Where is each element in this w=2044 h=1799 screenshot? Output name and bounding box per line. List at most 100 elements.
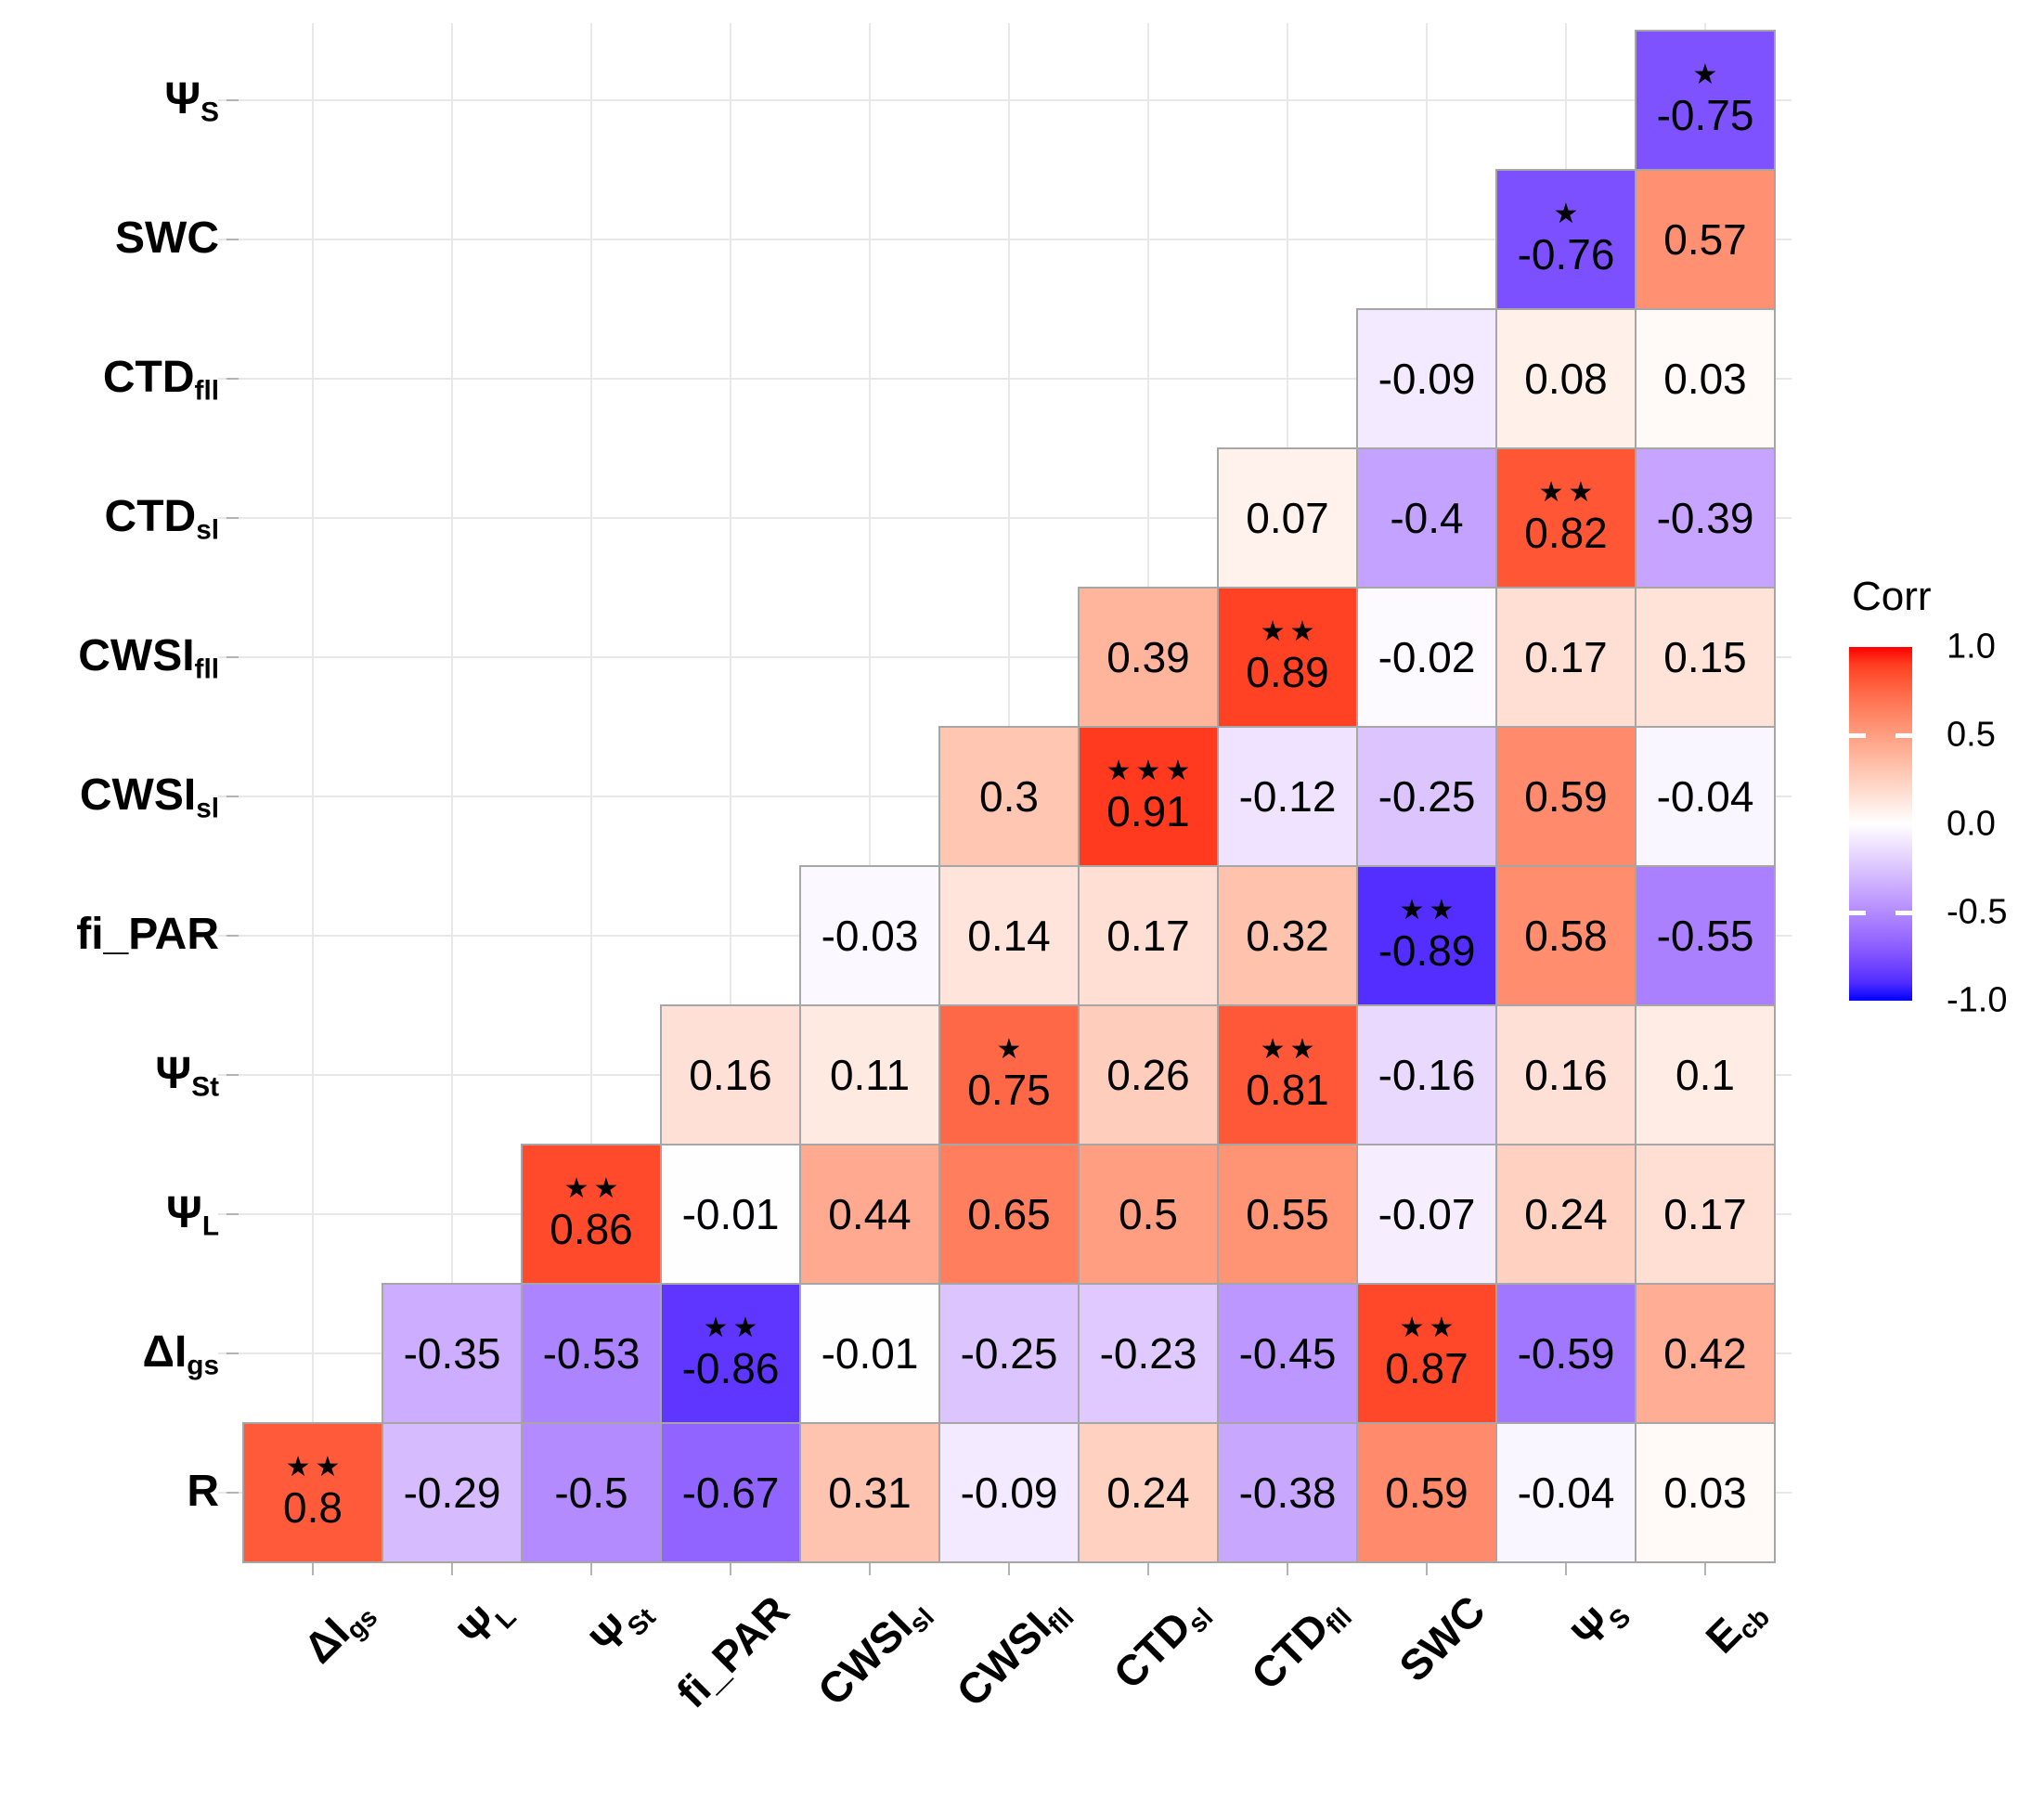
matrix-cell: -0.04 [1495, 1422, 1636, 1563]
matrix-cell: -0.25 [938, 1283, 1080, 1424]
cell-value: 0.03 [1663, 1469, 1747, 1517]
y-axis-tick [226, 99, 239, 101]
x-axis-tick [869, 1563, 871, 1575]
row-label-CWSIsl: CWSIsl [79, 770, 219, 824]
cell-value: -0.55 [1656, 912, 1754, 960]
matrix-cell: -0.45 [1217, 1283, 1358, 1424]
colorbar-tick-dash [1895, 910, 1912, 915]
matrix-cell: 0.5 [1078, 1144, 1219, 1285]
matrix-cell: 0.07 [1217, 447, 1358, 589]
significance-stars: ★★★ [1106, 755, 1196, 787]
cell-value: -0.86 [681, 1344, 780, 1392]
cell-value: -0.01 [821, 1329, 919, 1378]
cell-value: 0.55 [1246, 1190, 1329, 1238]
significance-stars: ★★ [285, 1451, 345, 1483]
cell-value: 0.16 [1524, 1051, 1608, 1099]
gridline [312, 23, 314, 1562]
cell-value: 0.14 [967, 912, 1051, 960]
matrix-cell: ★★ 0.82 [1495, 447, 1636, 589]
matrix-cell: 0.17 [1495, 587, 1636, 728]
x-axis-tick [1147, 1563, 1149, 1575]
gridline [218, 378, 1792, 380]
row-label-fiPAR: fi_PAR [76, 910, 219, 959]
cell-value: -0.35 [403, 1329, 501, 1378]
gridline [218, 517, 1792, 519]
y-axis-tick [226, 656, 239, 658]
cell-value: 0.39 [1106, 633, 1190, 681]
cell-value: -0.89 [1378, 926, 1476, 975]
matrix-cell: 0.3 [938, 726, 1080, 867]
cell-value: 0.07 [1246, 494, 1329, 542]
legend-tick-label: 0.0 [1947, 804, 1996, 843]
cell-value: 0.5 [1119, 1190, 1178, 1238]
matrix-cell: 0.44 [799, 1144, 940, 1285]
matrix-cell: ★ -0.76 [1495, 169, 1636, 310]
cell-value: 0.17 [1524, 633, 1608, 681]
matrix-cell: -0.07 [1356, 1144, 1497, 1285]
x-axis-label-fiPAR: fi_PAR [666, 1585, 798, 1717]
legend-tick-label: 1.0 [1947, 627, 1996, 667]
cell-value: 0.08 [1524, 355, 1608, 403]
matrix-cell: 0.58 [1495, 865, 1636, 1006]
matrix-cell: 0.03 [1635, 308, 1776, 449]
cell-value: -0.5 [554, 1469, 628, 1517]
matrix-cell: 0.57 [1635, 169, 1776, 310]
matrix-cell: -0.38 [1217, 1422, 1358, 1563]
cell-value: 0.31 [828, 1469, 912, 1517]
x-axis-tick [312, 1563, 314, 1575]
y-axis-tick [226, 1074, 239, 1076]
cell-value: -0.09 [1378, 355, 1476, 403]
cell-value: 0.87 [1385, 1344, 1468, 1392]
y-axis-tick [226, 239, 239, 240]
cell-value: -0.59 [1517, 1329, 1615, 1378]
matrix-cell: -0.01 [660, 1144, 801, 1285]
matrix-cell: -0.67 [660, 1422, 801, 1563]
cell-value: 0.17 [1663, 1190, 1747, 1238]
matrix-cell: -0.55 [1635, 865, 1776, 1006]
cell-value: 0.8 [283, 1483, 343, 1532]
matrix-cell: -0.16 [1356, 1004, 1497, 1145]
cell-value: 0.15 [1663, 633, 1747, 681]
matrix-cell: -0.02 [1356, 587, 1497, 728]
matrix-cell: -0.29 [382, 1422, 523, 1563]
matrix-cell: 0.32 [1217, 865, 1358, 1006]
cell-value: -0.12 [1238, 772, 1337, 821]
row-label-SWC: SWC [115, 214, 219, 263]
x-axis-label-Ecb: Ecb [1696, 1602, 1777, 1663]
cell-value: 0.58 [1524, 912, 1608, 960]
cell-value: -0.02 [1378, 633, 1476, 681]
row-label-CTDfll: CTDfll [102, 353, 219, 407]
gridline [218, 656, 1792, 658]
matrix-cell: -0.5 [521, 1422, 662, 1563]
y-axis-tick [226, 796, 239, 797]
cell-value: -0.04 [1656, 772, 1754, 821]
cell-value: 0.89 [1246, 648, 1329, 696]
significance-stars: ★★ [1399, 1312, 1459, 1344]
cell-value: 0.42 [1663, 1329, 1747, 1378]
row-label-psiL: ΨL [165, 1188, 219, 1242]
cell-value: 0.24 [1524, 1190, 1608, 1238]
matrix-cell: 0.16 [660, 1004, 801, 1145]
row-label-CWSIfll: CWSIfll [78, 631, 219, 685]
row-label-psiS: ΨS [164, 74, 219, 128]
cell-value: 0.86 [550, 1205, 633, 1253]
row-label-dIgs: ΔIgs [142, 1327, 219, 1381]
matrix-cell: ★★ -0.86 [660, 1283, 801, 1424]
matrix-cell: ★★ 0.8 [242, 1422, 383, 1563]
cell-value: 0.81 [1246, 1066, 1329, 1114]
gridline [730, 23, 731, 1562]
matrix-cell: -0.59 [1495, 1283, 1636, 1424]
significance-stars: ★★ [1260, 615, 1320, 648]
gridline [451, 23, 453, 1562]
matrix-cell: 0.11 [799, 1004, 940, 1145]
matrix-cell: -0.09 [938, 1422, 1080, 1563]
y-axis-tick [226, 1492, 239, 1494]
matrix-cell: -0.09 [1356, 308, 1497, 449]
matrix-cell: 0.14 [938, 865, 1080, 1006]
matrix-cell: 0.03 [1635, 1422, 1776, 1563]
matrix-cell: -0.53 [521, 1283, 662, 1424]
cell-value: -0.01 [681, 1190, 780, 1238]
cell-value: -0.07 [1378, 1190, 1476, 1238]
cell-value: -0.25 [960, 1329, 1058, 1378]
matrix-cell: -0.03 [799, 865, 940, 1006]
